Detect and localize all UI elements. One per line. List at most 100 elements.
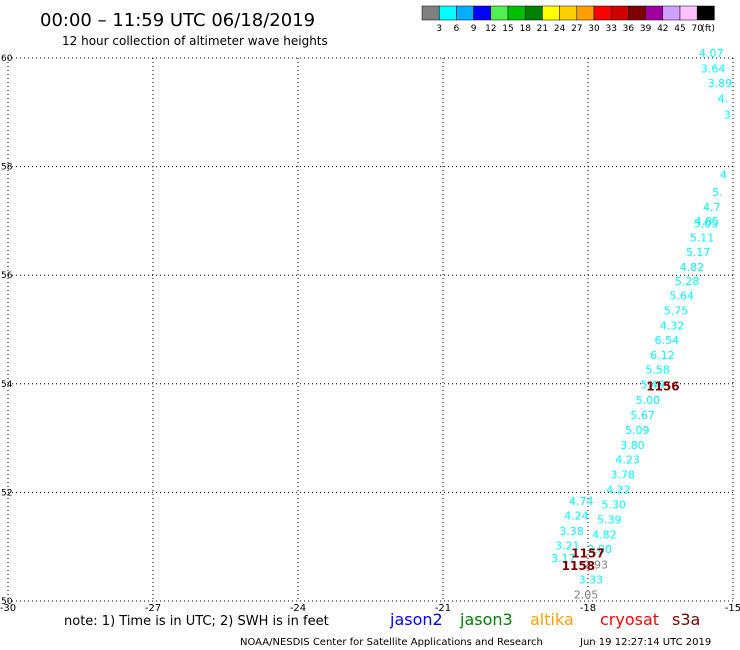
color-swatch — [576, 5, 595, 21]
color-swatch — [662, 5, 681, 21]
swh-value-label: 5.58 — [645, 363, 670, 376]
color-legend-unit: (ft) — [701, 24, 715, 34]
color-swatch — [456, 5, 474, 21]
color-swatch — [507, 5, 526, 21]
y-tick-label: 54 — [1, 380, 13, 390]
y-tick-label: 58 — [1, 163, 13, 173]
swh-value-label: 2.05 — [574, 588, 599, 601]
pass-time-label: 1157 — [571, 547, 604, 561]
x-tick-label: -21 — [435, 603, 451, 614]
swh-value-label: 6.54 — [655, 334, 680, 347]
swh-value-label: 3.78 — [611, 468, 636, 481]
color-swatch — [490, 5, 509, 21]
swh-value-label: 5.17 — [686, 246, 711, 259]
swh-value-label: 4.7 — [703, 201, 721, 214]
swh-value-label: 4.82 — [592, 529, 617, 542]
swh-value-label: 5.11 — [690, 232, 715, 245]
swh-value-label: 3.80 — [587, 543, 612, 556]
color-legend: 3 6 9 12 15 18 21 24 27 30 33 36 39 42 45 70(ft) — [421, 5, 715, 34]
swh-value-label: 6.12 — [650, 349, 675, 362]
swh-value-label: 4.23 — [615, 454, 640, 467]
y-tick-label: 50 — [1, 597, 13, 607]
swh-value-label: 5.67 — [630, 409, 655, 422]
swh-value-label: 4.22 — [606, 483, 631, 496]
color-legend-label: 45 — [674, 24, 685, 34]
x-axis: -30 -27 -24 -21 -18 -15 — [0, 603, 740, 614]
satellite-label-cryosat: cryosat — [600, 610, 659, 629]
swh-points: 4.07 3.643.89 4. 3 4 5. 4.74.855.05 5.115.17 4.8… — [551, 47, 732, 601]
color-legend-label: 9 — [471, 24, 477, 34]
swh-value-label: 2.93 — [583, 558, 608, 571]
swh-value-label: 4.24 — [564, 510, 589, 523]
swh-value-label: 5.09 — [625, 424, 650, 437]
swh-value-label: 5.64 — [670, 290, 695, 303]
x-tick-label: -30 — [0, 603, 16, 614]
satellite-legend: jason2 jason3 altika cryosat s3a — [389, 610, 700, 629]
swh-value-label: 5.00 — [636, 394, 661, 407]
chart-subtitle: 12 hour collection of altimeter wave hei… — [62, 34, 328, 48]
color-swatch — [559, 5, 578, 21]
swh-value-label: 4. — [718, 93, 729, 106]
swh-value-label: 3.33 — [579, 574, 604, 587]
footer-credit: NOAA/NESDIS Center for Satellite Applica… — [240, 637, 543, 648]
satellite-label-s3a: s3a — [672, 610, 700, 629]
swh-value-label: 3.80 — [620, 439, 645, 452]
color-swatch — [645, 5, 664, 21]
x-tick-label: -24 — [290, 603, 306, 614]
swh-value-label: 4 — [720, 169, 727, 182]
swh-value-label: 5.39 — [597, 513, 622, 526]
y-tick-label: 56 — [1, 271, 13, 281]
color-legend-label: 18 — [519, 24, 531, 34]
color-swatch — [593, 5, 612, 21]
footer-note: note: 1) Time is in UTC; 2) SWH is in fe… — [64, 614, 329, 629]
plot-background — [8, 58, 733, 601]
color-legend-label: 33 — [605, 24, 616, 34]
color-legend-label: 6 — [454, 24, 460, 34]
color-swatch — [542, 5, 560, 21]
y-tick-label: 60 — [1, 54, 13, 64]
color-swatch — [696, 5, 715, 21]
swh-value-label: 4.32 — [660, 320, 685, 333]
swh-value-label: 5.30 — [601, 499, 626, 512]
satellite-label-jason2: jason2 — [389, 610, 443, 629]
color-swatch — [473, 5, 492, 21]
chart-title: 00:00 – 11:59 UTC 06/18/2019 — [40, 10, 315, 31]
x-tick-label: -15 — [725, 603, 740, 614]
pass-time-label: 1158 — [562, 559, 595, 573]
color-swatch — [679, 5, 698, 21]
swh-value-label: 3.38 — [559, 525, 584, 538]
color-legend-label: 42 — [657, 24, 668, 34]
color-legend-label: 36 — [623, 24, 635, 34]
swh-value-label: 4.85 — [695, 215, 720, 228]
x-tick-label: -18 — [580, 603, 596, 614]
color-swatch — [421, 5, 440, 21]
color-legend-label: 12 — [485, 24, 496, 34]
color-legend-label: 70 — [691, 24, 703, 34]
swh-value-label: 4.82 — [680, 261, 705, 274]
color-legend-label: 21 — [537, 24, 548, 34]
x-tick-label: -27 — [145, 603, 161, 614]
satellite-label-altika: altika — [530, 610, 574, 629]
footer-timestamp: Jun 19 12:27:14 UTC 2019 — [579, 637, 711, 648]
satellite-label-jason3: jason3 — [459, 610, 513, 629]
pass-time-label: 1156 — [646, 379, 679, 393]
swh-value-label: 5.05 — [694, 217, 719, 230]
swh-value-label: 4.07 — [699, 47, 724, 60]
swh-value-label: 5.49 — [641, 379, 666, 392]
color-legend-label: 24 — [554, 24, 566, 34]
swh-value-label: 3.89 — [708, 77, 733, 90]
swh-value-label: 3.64 — [701, 63, 726, 76]
y-tick-label: 52 — [1, 488, 12, 498]
color-swatch — [628, 5, 646, 21]
color-swatch — [610, 5, 629, 21]
color-legend-label: 30 — [588, 24, 600, 34]
swh-value-label: 3.17 — [551, 552, 576, 565]
swh-value-label: 5.28 — [675, 275, 700, 288]
swh-value-label: 5. — [712, 186, 723, 199]
color-legend-label: 3 — [436, 24, 442, 34]
swh-value-label: 3.21 — [555, 539, 580, 552]
color-swatch — [438, 5, 457, 21]
swh-value-label: 3 — [724, 108, 731, 121]
color-legend-label: 15 — [502, 24, 513, 34]
